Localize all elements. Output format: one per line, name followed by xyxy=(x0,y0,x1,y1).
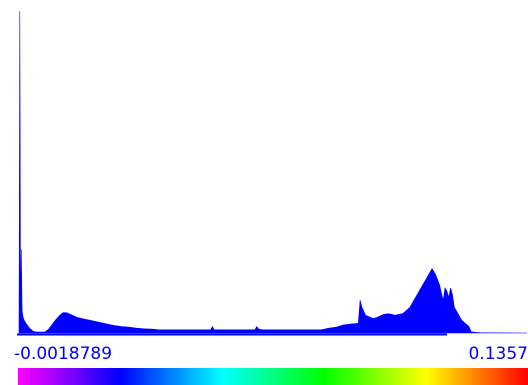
min-value-label: -0.0018789 xyxy=(14,344,113,364)
max-value-label: 0.1357 xyxy=(468,344,528,364)
histogram-plot xyxy=(17,10,528,336)
colormap-bar xyxy=(18,368,528,385)
histogram-area xyxy=(18,10,528,334)
